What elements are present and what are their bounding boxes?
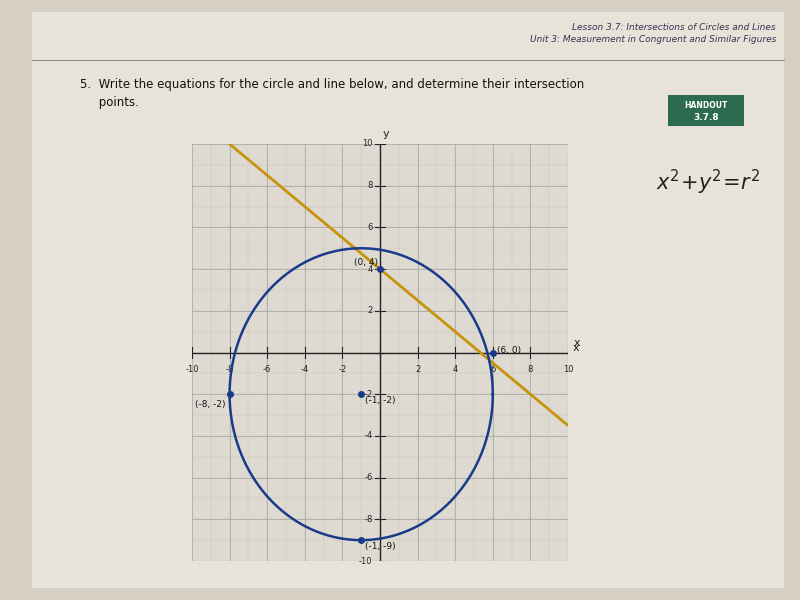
Text: (6, 0): (6, 0) — [497, 346, 521, 355]
Text: 6: 6 — [367, 223, 373, 232]
Text: 6: 6 — [490, 365, 495, 374]
Text: 5.  Write the equations for the circle and line below, and determine their inter: 5. Write the equations for the circle an… — [80, 78, 584, 91]
Text: (-1, -2): (-1, -2) — [365, 396, 395, 405]
Text: 3.7.8: 3.7.8 — [693, 113, 719, 122]
Text: (0, 4): (0, 4) — [354, 258, 378, 267]
Text: -2: -2 — [364, 390, 373, 398]
Text: y: y — [382, 128, 389, 139]
Text: x: x — [572, 343, 579, 353]
Text: -6: -6 — [263, 365, 271, 374]
Text: -8: -8 — [226, 365, 234, 374]
Text: points.: points. — [80, 96, 139, 109]
Text: -6: -6 — [364, 473, 373, 482]
Text: (-1, -9): (-1, -9) — [365, 542, 395, 551]
Text: -4: -4 — [364, 431, 373, 440]
Text: $x^2\!+\!y^2\!=\!r^2$: $x^2\!+\!y^2\!=\!r^2$ — [656, 168, 760, 197]
Text: -4: -4 — [301, 365, 309, 374]
Text: -2: -2 — [338, 365, 346, 374]
Text: 4: 4 — [453, 365, 458, 374]
FancyBboxPatch shape — [668, 95, 744, 126]
Text: 10: 10 — [562, 365, 574, 374]
Text: (-8, -2): (-8, -2) — [195, 400, 226, 409]
Text: x: x — [574, 338, 581, 348]
Text: Unit 3: Measurement in Congruent and Similar Figures: Unit 3: Measurement in Congruent and Sim… — [530, 34, 776, 43]
Text: 4: 4 — [367, 265, 373, 274]
Text: 8: 8 — [528, 365, 533, 374]
Text: 2: 2 — [367, 306, 373, 316]
Text: -8: -8 — [364, 515, 373, 524]
Text: -10: -10 — [359, 557, 373, 565]
Text: Lesson 3.7: Intersections of Circles and Lines: Lesson 3.7: Intersections of Circles and… — [572, 22, 776, 31]
Text: 2: 2 — [415, 365, 420, 374]
Text: HANDOUT: HANDOUT — [684, 101, 728, 110]
Text: -10: -10 — [186, 365, 198, 374]
Text: 10: 10 — [362, 139, 373, 148]
Text: 8: 8 — [367, 181, 373, 190]
